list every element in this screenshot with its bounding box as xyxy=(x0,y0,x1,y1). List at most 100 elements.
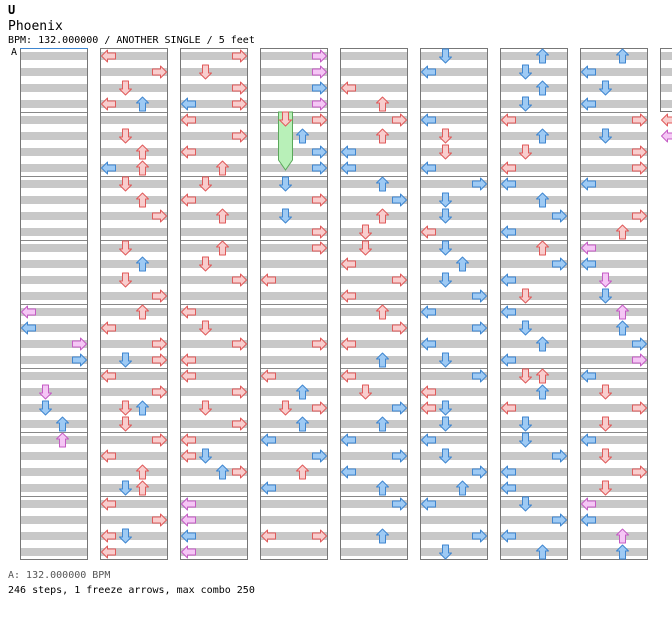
step-arrow-left xyxy=(181,97,196,111)
step-arrow-right xyxy=(632,337,647,351)
column-frame xyxy=(660,48,672,112)
step-arrow-right xyxy=(232,385,247,399)
step-arrow-up xyxy=(216,208,229,224)
step-arrow-right xyxy=(632,401,647,415)
measure-block xyxy=(100,368,168,432)
step-arrow-right xyxy=(72,337,87,351)
step-arrow-down xyxy=(39,384,52,400)
step-arrow-left xyxy=(421,113,436,127)
measure-block xyxy=(420,112,488,176)
step-arrow-down xyxy=(439,208,452,224)
step-arrow-right xyxy=(552,449,567,463)
step-arrow-up xyxy=(376,128,389,144)
column-frame xyxy=(260,48,328,560)
step-arrow-right xyxy=(232,273,247,287)
measure-block xyxy=(420,432,488,496)
step-arrow-right xyxy=(552,257,567,271)
measure-block xyxy=(660,48,672,112)
step-arrow-down xyxy=(599,128,612,144)
step-arrow-down xyxy=(119,400,132,416)
step-arrow-left xyxy=(261,433,276,447)
step-arrow-up xyxy=(376,304,389,320)
measure-block xyxy=(340,368,408,432)
step-arrow-down xyxy=(599,416,612,432)
step-arrow-right xyxy=(72,353,87,367)
measure-block xyxy=(500,48,568,112)
step-arrow-right xyxy=(472,289,487,303)
step-arrow-up xyxy=(536,384,549,400)
measure-block xyxy=(420,240,488,304)
step-arrow-up xyxy=(216,464,229,480)
step-arrow-left xyxy=(421,225,436,239)
step-arrow-down xyxy=(439,128,452,144)
step-arrow-up xyxy=(376,480,389,496)
step-arrow-down xyxy=(519,144,532,160)
step-arrow-down xyxy=(119,240,132,256)
step-arrow-left xyxy=(261,369,276,383)
step-arrow-up xyxy=(216,160,229,176)
step-arrow-left xyxy=(181,369,196,383)
step-arrow-down xyxy=(599,80,612,96)
step-arrow-left xyxy=(101,449,116,463)
step-arrow-right xyxy=(232,337,247,351)
step-arrow-up xyxy=(616,224,629,240)
step-arrow-right xyxy=(392,273,407,287)
step-arrow-up xyxy=(536,544,549,560)
step-arrow-left xyxy=(181,529,196,543)
step-arrow-left xyxy=(501,529,516,543)
step-arrow-down xyxy=(599,288,612,304)
step-arrow-right xyxy=(152,353,167,367)
step-arrow-down xyxy=(439,544,452,560)
measure-block xyxy=(580,48,648,112)
step-arrow-right xyxy=(152,433,167,447)
measure-block xyxy=(100,176,168,240)
step-arrow-left xyxy=(181,433,196,447)
step-arrow-left xyxy=(341,257,356,271)
measure-block xyxy=(20,48,88,112)
step-arrow-left xyxy=(421,337,436,351)
step-arrow-up xyxy=(376,176,389,192)
step-arrow-down xyxy=(599,448,612,464)
step-arrow-right xyxy=(552,209,567,223)
measure-block xyxy=(420,368,488,432)
step-arrow-up xyxy=(296,416,309,432)
step-arrow-up xyxy=(616,48,629,64)
step-arrow-down xyxy=(439,192,452,208)
step-arrow-down xyxy=(519,416,532,432)
step-arrow-right xyxy=(312,65,327,79)
step-arrow-up xyxy=(136,304,149,320)
step-arrow-down xyxy=(599,384,612,400)
step-arrow-right xyxy=(312,529,327,543)
measure-block xyxy=(580,304,648,368)
column-frame xyxy=(500,48,568,560)
step-arrow-up xyxy=(536,192,549,208)
step-arrow-right xyxy=(312,81,327,95)
step-arrow-left xyxy=(101,49,116,63)
step-arrow-down xyxy=(119,176,132,192)
step-arrow-left xyxy=(581,177,596,191)
step-arrow-right xyxy=(152,385,167,399)
step-arrow-right xyxy=(232,465,247,479)
step-arrow-right xyxy=(152,65,167,79)
step-arrow-left xyxy=(101,321,116,335)
step-arrow-up xyxy=(536,128,549,144)
step-arrow-down xyxy=(599,272,612,288)
step-arrow-right xyxy=(312,49,327,63)
step-arrow-left xyxy=(501,113,516,127)
step-arrow-left xyxy=(341,433,356,447)
step-arrow-right xyxy=(232,97,247,111)
step-arrow-down xyxy=(519,288,532,304)
measure-block xyxy=(580,496,648,560)
step-arrow-up xyxy=(536,336,549,352)
step-arrow-down xyxy=(279,208,292,224)
step-arrow-down xyxy=(199,400,212,416)
step-arrow-left xyxy=(501,401,516,415)
step-arrow-left xyxy=(581,513,596,527)
measure-block xyxy=(20,240,88,304)
step-arrow-down xyxy=(519,320,532,336)
step-arrow-left xyxy=(181,113,196,127)
step-arrow-left xyxy=(661,129,672,143)
measure-block xyxy=(20,176,88,240)
chart-summary: 246 steps, 1 freeze arrows, max combo 25… xyxy=(8,585,255,596)
step-arrow-down xyxy=(199,176,212,192)
